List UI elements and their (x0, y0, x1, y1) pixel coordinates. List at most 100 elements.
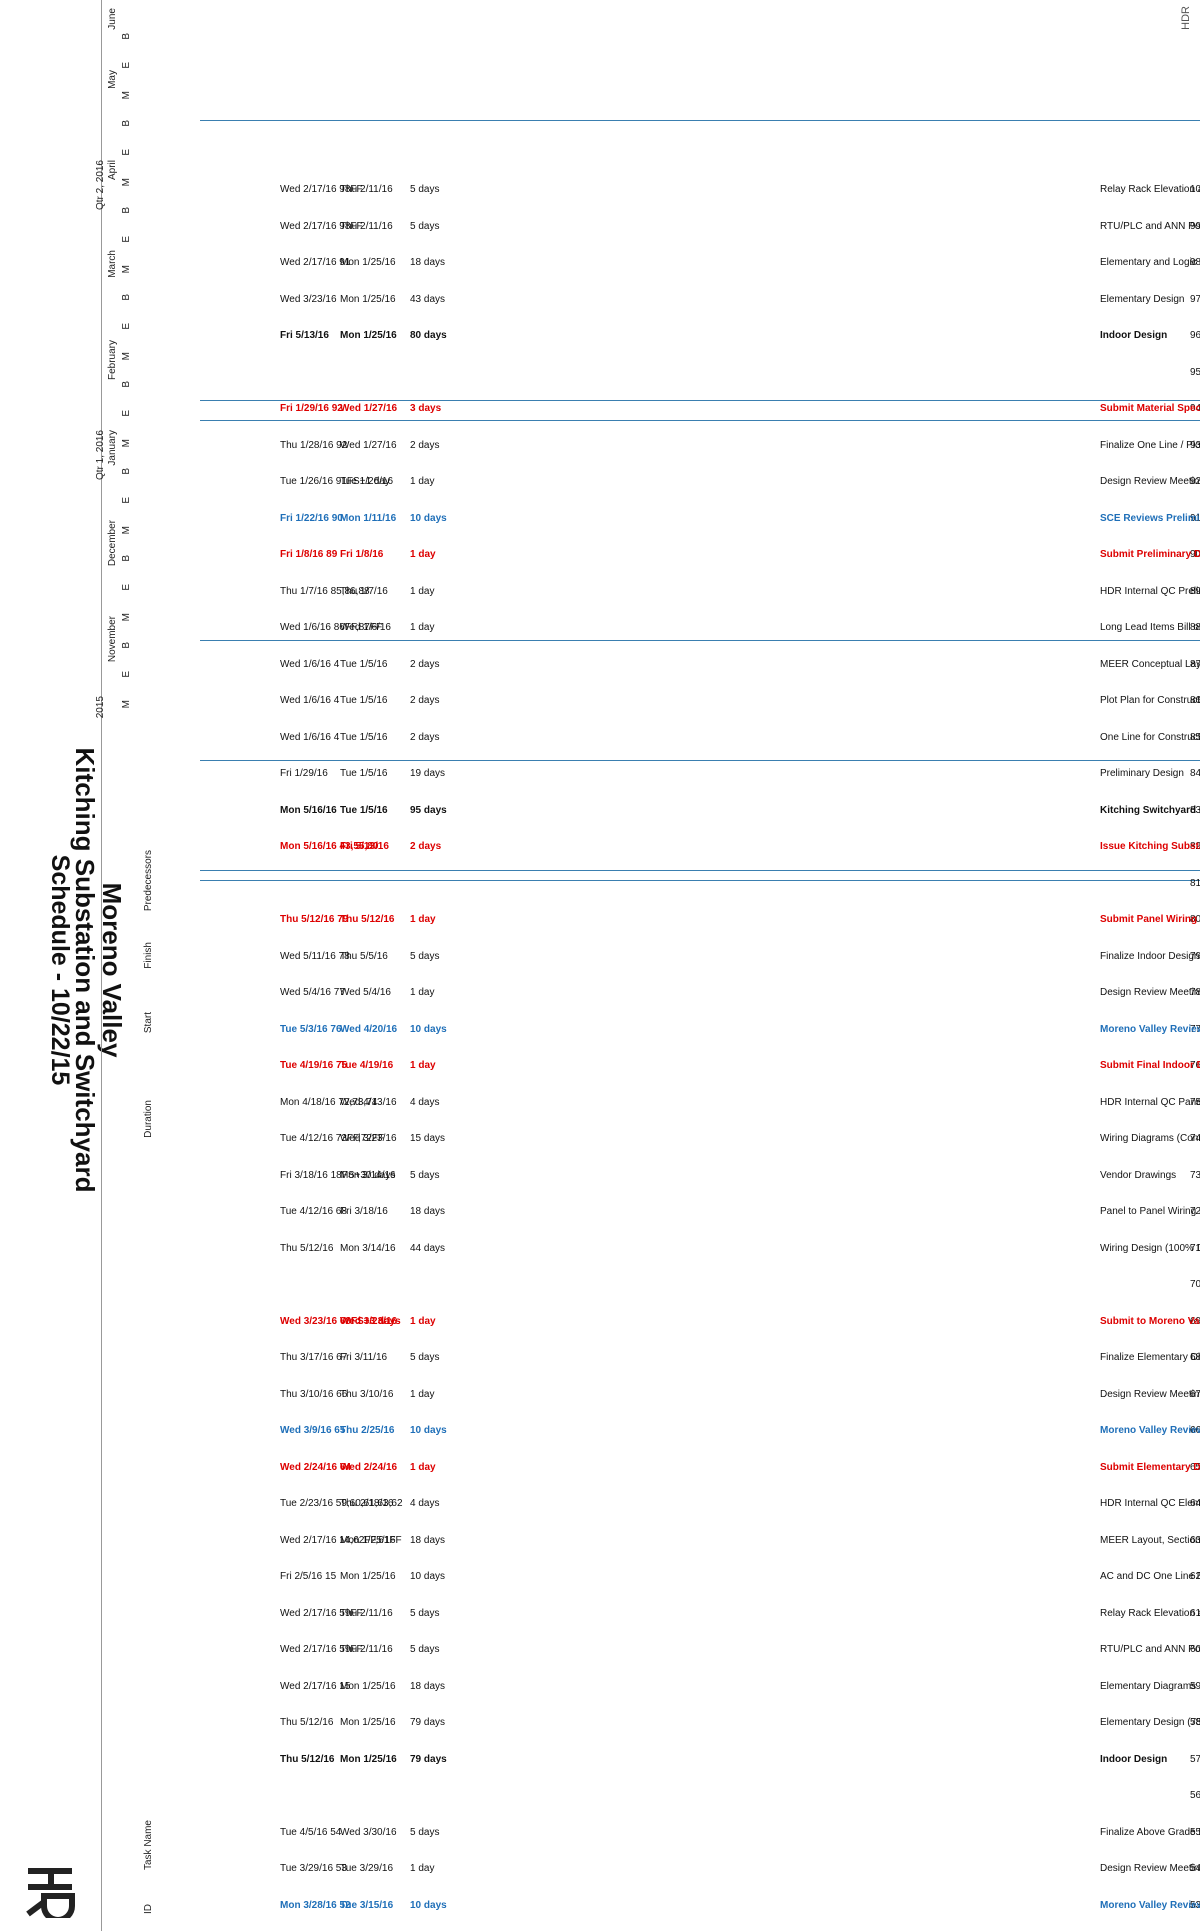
task-finish: Tue 5/3/16 76 (280, 1023, 342, 1035)
task-start: Tue 1/5/16 (340, 695, 388, 707)
task-id: 95 (1190, 366, 1200, 378)
timeline-tick: B (121, 207, 132, 214)
task-start: Thu 3/10/16 (340, 1388, 394, 1400)
task-name: Kitching Switchyard (SCE) (1100, 804, 1200, 816)
task-dur: 1 day (410, 1863, 435, 1875)
task-name: Long Lead Items Bill of Materials (ES-99… (1100, 622, 1200, 634)
task-id: 81 (1190, 877, 1200, 889)
task-start: Wed 4/20/16 (340, 1023, 398, 1035)
task-dur: 1 day (410, 476, 435, 488)
task-dur: 2 days (410, 695, 440, 707)
task-finish: Wed 2/17/16 98FF (280, 220, 363, 232)
task-dur: 1 day (410, 1388, 435, 1400)
task-name: Issue Kitching Substation Construction P… (1100, 841, 1200, 853)
task-start: Tue 1/5/16 (340, 731, 388, 743)
timeline-tick: M (121, 352, 132, 361)
task-id: 96 (1190, 330, 1200, 342)
task-start: Mon 1/25/16 (340, 330, 397, 342)
gantt-gridline (200, 880, 1200, 881)
task-finish: Fri 1/8/16 89 (280, 549, 338, 561)
task-name: MEER Layout, Section Views, and BOM (1100, 1534, 1200, 1546)
task-name: Submit Final Indoor Design Package to Mo… (1100, 1060, 1200, 1072)
task-finish: Fri 5/13/16 (280, 330, 329, 342)
timeline-tick: B (121, 381, 132, 388)
task-dur: 2 days (410, 658, 440, 670)
task-start: Tue 1/5/16 (340, 804, 388, 816)
timeline-tick: E (121, 584, 132, 591)
task-finish: Fri 3/18/16 18FS+30 days (280, 1169, 396, 1181)
col-header-finish: Finish (143, 942, 154, 969)
task-start: Tue 4/19/16 (340, 1060, 394, 1072)
task-name: Moreno Valley Reviews Final Indoor Desig… (1100, 1023, 1200, 1035)
col-header-duration: Duration (143, 1100, 154, 1138)
timeline-month: May (107, 70, 118, 89)
timeline-tick: M (121, 439, 132, 448)
timeline-tick: M (121, 526, 132, 535)
title-line-3: Schedule - 10/22/15 (45, 854, 74, 1086)
task-name: Design Review Meeting with Moreno Valley… (1100, 987, 1200, 999)
task-start: Mon 1/25/16 (340, 293, 396, 305)
timeline-tick: M (121, 613, 132, 622)
timeline-month: June (107, 8, 118, 30)
task-name: SCE Reviews Preliminary Design (1100, 512, 1200, 524)
task-name: Submit Elementary Diagrams, Relay Rack E… (1100, 1461, 1200, 1473)
task-name: Submit to Moreno Valley Material Specifi… (1100, 1315, 1200, 1327)
task-finish: Wed 2/17/16 91 (280, 257, 351, 269)
timeline-tick: B (121, 294, 132, 301)
col-header-start: Start (143, 1012, 154, 1034)
task-finish: Thu 3/10/16 66 (280, 1388, 348, 1400)
task-finish: Wed 1/6/16 86FF,87FF (280, 622, 383, 634)
task-name: Indoor Design (1100, 1753, 1168, 1765)
col-header-task: Task Name (143, 1820, 154, 1871)
task-finish: Wed 2/17/16 15 (280, 1680, 351, 1692)
task-start: Mon 1/11/16 (340, 512, 397, 524)
task-start: Wed 1/27/16 (340, 403, 398, 415)
task-finish: Mon 5/16/16 43,55,80 (280, 841, 379, 853)
timeline-month: April (107, 160, 118, 181)
task-dur: 1 day (410, 914, 436, 926)
task-name: Wiring Diagrams (Connections from MEER t… (1100, 1133, 1200, 1145)
title-line-2: Kitching Substation and Switchyard (70, 747, 101, 1193)
task-name: Submit Preliminary Design for SCE Review (1100, 549, 1200, 561)
task-name: AC and DC One Line Diagrams (Including A… (1100, 1571, 1200, 1583)
task-finish: Wed 1/6/16 4 (280, 731, 340, 743)
task-dur: 19 days (410, 768, 446, 780)
gantt-gridline (200, 400, 1200, 401)
task-start: Mon 1/25/16 (340, 1571, 396, 1583)
task-name: MEER Conceptual Layout (1100, 658, 1200, 670)
gantt-chart (200, 0, 1200, 1931)
task-dur: 43 days (410, 293, 446, 305)
task-dur: 95 days (410, 804, 447, 816)
task-id: 56 (1190, 1790, 1200, 1802)
task-name: Relay Rack Elevation and BOM (1100, 184, 1200, 196)
task-start: Mon 3/14/16 (340, 1242, 396, 1254)
task-name: Design Review Meeting (Elementary Diagra… (1100, 1388, 1200, 1400)
task-name: Preliminary Design (1100, 768, 1184, 780)
task-name: Design Review Meeting (Preliminary Desig… (1100, 476, 1200, 488)
task-name: Submit Panel Wiring Diagrams to MEER Man… (1100, 914, 1200, 926)
task-dur: 5 days (410, 1352, 440, 1364)
task-name: Design Review Meeting with Moreno Valley… (1100, 1863, 1200, 1875)
timeline-month: December (107, 520, 118, 567)
task-name: Elementary Diagrams (1100, 1680, 1197, 1692)
task-finish: Thu 5/12/16 (280, 1753, 335, 1765)
timeline-month: January (107, 430, 118, 466)
task-finish: Thu 5/12/16 (280, 1242, 334, 1254)
timeline-month: November (107, 616, 118, 663)
hdr-logo (20, 1866, 76, 1923)
task-dur: 18 days (410, 1680, 446, 1692)
task-dur: 1 day (410, 585, 435, 597)
task-finish: Wed 3/23/16 (280, 293, 337, 305)
timeline-tick: E (121, 671, 132, 678)
timeline-tick: M (121, 91, 132, 100)
task-finish: Wed 1/6/16 4 (280, 658, 340, 670)
task-start: Mon 1/25/16 (340, 1717, 396, 1729)
task-start: Mon 1/25/16 (340, 1753, 397, 1765)
task-dur: 44 days (410, 1242, 446, 1254)
timeline-tick: E (121, 149, 132, 156)
task-name: Finalize Indoor Design (Incorporate Comm… (1100, 950, 1200, 962)
task-name: Finalize Above Grade Design (Incorporate… (1100, 1826, 1200, 1838)
task-finish: Wed 2/17/16 98FF (280, 184, 363, 196)
